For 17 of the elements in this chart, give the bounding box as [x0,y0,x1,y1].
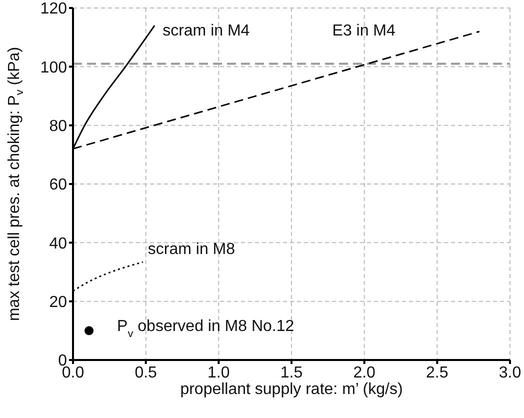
y-tick-label: 100 [40,59,68,76]
x-axis-title: propellant supply rate: m’ (kg/s) [180,381,403,398]
x-tick-label: 1.5 [280,364,303,382]
x-tick-label: 2.0 [353,364,376,382]
x-tick-label: 3.0 [498,364,522,382]
y-tick-label: 40 [49,235,68,252]
series-label: P$_{v}$ observed in M8 No.12 [117,318,294,340]
y-tick-label: 120 [40,0,68,18]
series-label: scram in M8 [148,241,236,258]
x-tick-label: 0.5 [134,364,158,382]
y-tick-label: 60 [49,176,68,194]
x-tick-label: 2.5 [426,364,448,382]
series-label: E3 in M4 [332,22,396,40]
x-tick-label: 1.0 [208,364,230,382]
y-tick-label: 20 [49,294,68,312]
series-label: scram in M4 [162,22,250,40]
y-tick-label: 80 [49,118,68,136]
